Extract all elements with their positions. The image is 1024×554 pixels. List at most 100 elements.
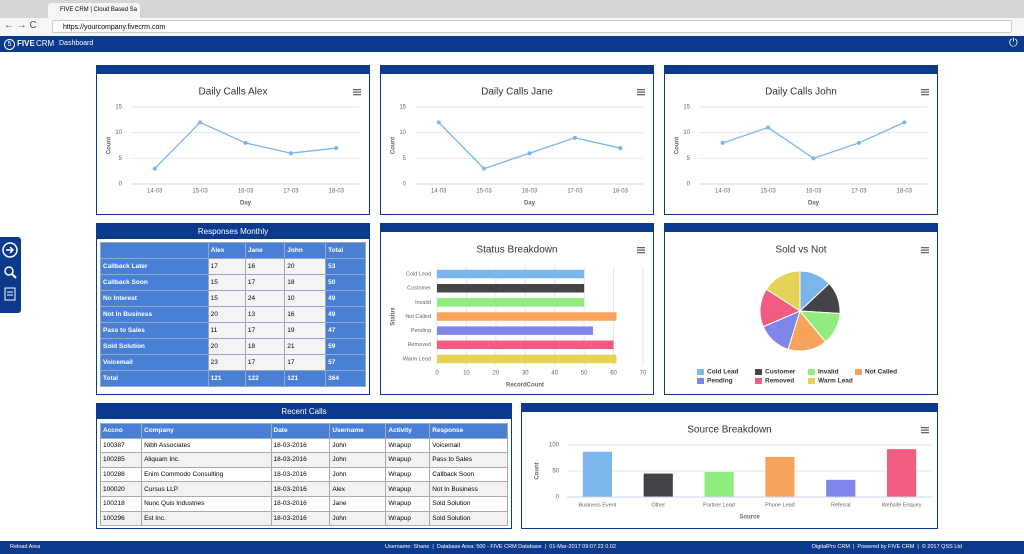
x-tick-label: Referral <box>831 502 851 508</box>
y-tick-label: 0 <box>556 495 560 501</box>
y-tick-label: 0 <box>119 182 123 188</box>
cell: 100020 <box>99 481 143 497</box>
header-cell: Jane <box>244 242 286 259</box>
x-tick-label: Website Enquiry <box>882 502 922 508</box>
cell: Aliquam Inc. <box>141 452 272 468</box>
bar <box>437 269 585 279</box>
row: 100387 Nibh Associates 18-03-2016 John Wrapu… <box>99 437 508 454</box>
bar <box>886 449 917 497</box>
cell: Nunc Quis Industries <box>141 495 272 512</box>
legend-swatch <box>855 369 862 375</box>
menu-icon <box>637 252 645 254</box>
nav-item[interactable]: Dashboard <box>59 40 94 47</box>
legend-swatch <box>808 369 815 375</box>
cell: 23 <box>207 354 246 371</box>
x-tick-label: 15-03 <box>192 189 208 195</box>
tab-strip: FIVE CRM | Cloud Based Sa <box>0 0 1024 18</box>
bar <box>437 340 614 350</box>
panel-title: Responses Monthly <box>97 224 369 239</box>
cell: 100285 <box>99 452 143 468</box>
y-tick-label: Pending <box>411 328 431 334</box>
panel: Daily Calls Jane 0 5 10 15 14-03 15-03 16-03 17-… <box>380 65 654 215</box>
cell: 121 <box>284 370 327 387</box>
address-bar[interactable]: https://yourcompany.fivecrm.com <box>52 20 1012 33</box>
point <box>811 156 816 161</box>
legend-label: Not Called <box>865 369 897 376</box>
menu-icon <box>921 247 929 249</box>
cell: 24 <box>244 290 286 307</box>
y-tick-label: Customer <box>407 286 431 292</box>
menu-icon <box>353 94 361 96</box>
x-tick-label: Phone Lead <box>765 502 795 508</box>
point <box>436 120 441 125</box>
header-cell: John <box>284 242 327 259</box>
y-tick-label: Invalid <box>415 300 431 306</box>
y-tick-label: Removed <box>407 342 431 348</box>
x-tick-label: 18-03 <box>897 189 913 195</box>
point <box>334 146 339 151</box>
cell: 50 <box>325 274 366 291</box>
menu-icon <box>637 249 645 251</box>
bar <box>437 283 585 293</box>
point <box>198 120 203 125</box>
cell: 15 <box>207 290 246 307</box>
responses-table: Alex Jane John Total Callback Later 17 16 20 53 C… <box>100 242 366 387</box>
point <box>152 166 157 171</box>
cell: Voicemail <box>100 354 209 371</box>
cell: Wrapup <box>385 466 431 483</box>
legend-label: Invalid <box>818 369 839 376</box>
power-button[interactable]: ⏻ <box>1009 37 1018 49</box>
cell: 17 <box>244 354 286 371</box>
x-tick-label: 17-03 <box>851 189 867 195</box>
chart: Sold vs Not Cold Lead Customer Invalid Not C… <box>697 245 929 385</box>
chart-title: Daily Calls Jane <box>481 87 553 98</box>
cell: 18-03-2016 <box>270 510 331 527</box>
cell: 122 <box>244 370 286 387</box>
cell: 53 <box>325 258 366 275</box>
cell: Total <box>100 370 209 387</box>
y-tick-label: 15 <box>115 105 122 111</box>
side-icons[interactable] <box>0 237 21 313</box>
row: 100285 Aliquam Inc. 18-03-2016 John Wrapup Pa… <box>99 452 508 468</box>
cell: Sold Solution <box>429 495 508 512</box>
pie-slice <box>765 270 801 312</box>
header-cell: Username <box>329 423 387 439</box>
cell: 17 <box>244 274 286 291</box>
cell: Pass to Sales <box>100 322 209 339</box>
bar <box>704 472 734 497</box>
bar <box>643 473 673 497</box>
cell: Alex <box>329 481 387 497</box>
legend-label: Pending <box>707 378 733 385</box>
cell: 49 <box>325 290 366 307</box>
y-tick-label: 5 <box>403 156 407 162</box>
point <box>482 166 487 171</box>
cell: Sold Solution <box>429 510 508 527</box>
row: 100020 Cursus LLP 18-03-2016 Alex Wrapup Not … <box>99 481 508 497</box>
cell: 57 <box>325 354 366 371</box>
line <box>722 121 905 160</box>
reload-link[interactable]: Reload Area <box>10 544 41 550</box>
chart: Daily Calls Alex 0 5 10 15 14-03 15-03 16-03 17-… <box>107 87 361 207</box>
menu-icon <box>637 247 645 249</box>
header-cell: Alex <box>207 242 246 259</box>
cell: 20 <box>207 338 246 355</box>
menu-icon <box>921 429 929 431</box>
bar <box>826 479 856 497</box>
row: 100296 Est Inc. 18-03-2016 John Wrapup Sold S… <box>99 510 508 527</box>
panel-title: Recent Calls <box>97 404 511 419</box>
bar <box>437 326 593 335</box>
point <box>527 151 532 156</box>
y-tick-label: 15 <box>399 105 406 111</box>
point <box>720 140 725 145</box>
legend-swatch <box>697 378 704 384</box>
panel: Responses Monthly Alex Jane John Total Callb… <box>96 223 370 395</box>
tab[interactable]: FIVE CRM | Cloud Based Sa <box>48 3 140 18</box>
cell: 100296 <box>99 510 143 527</box>
x-tick-label: 14-03 <box>715 189 731 195</box>
menu-icon <box>637 94 645 96</box>
menu-icon <box>353 89 361 91</box>
y-tick-label: 5 <box>687 156 691 162</box>
menu-icon <box>353 91 361 93</box>
nav-buttons[interactable]: ← → C <box>4 20 37 31</box>
